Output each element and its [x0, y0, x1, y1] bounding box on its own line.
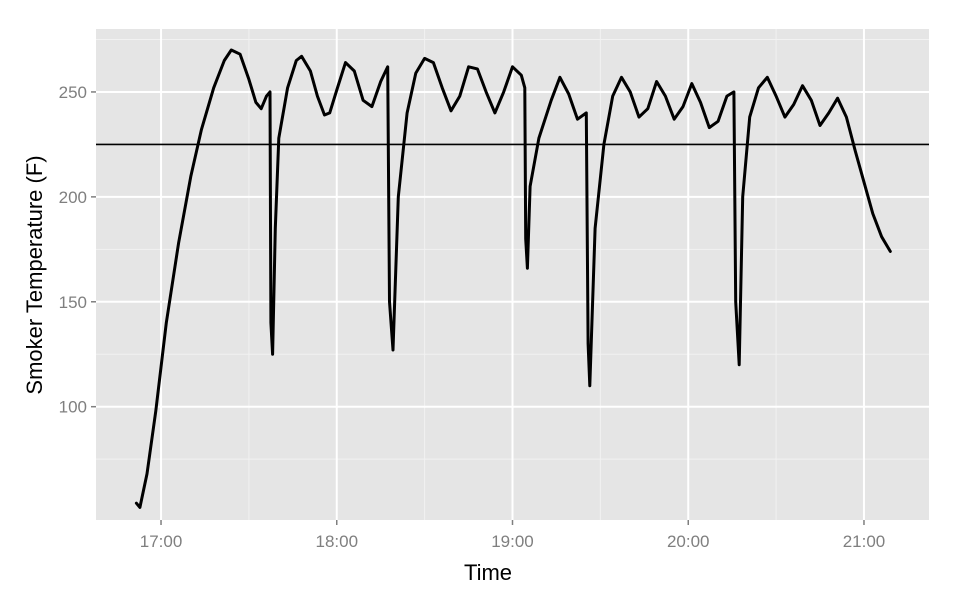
x-tick-label: 19:00 — [491, 532, 534, 551]
y-tick-label: 150 — [59, 293, 87, 312]
series-layer — [134, 48, 892, 509]
y-tick-label: 250 — [59, 83, 87, 102]
x-axis-ticks: 17:00 18:00 19:00 20:00 21:00 — [140, 520, 886, 551]
x-tick-label: 18:00 — [315, 532, 358, 551]
x-tick-label: 21:00 — [843, 532, 886, 551]
x-axis-title: Time — [464, 560, 512, 585]
y-tick-label: 100 — [59, 398, 87, 417]
x-tick-label: 20:00 — [667, 532, 710, 551]
grid-lines — [96, 29, 929, 520]
y-tick-label: 200 — [59, 188, 87, 207]
x-tick-label: 17:00 — [140, 532, 183, 551]
y-axis-title: Smoker Temperature (F) — [22, 155, 47, 394]
series-line-0 — [134, 48, 892, 509]
y-axis-ticks: 100 150 200 250 — [59, 83, 96, 417]
